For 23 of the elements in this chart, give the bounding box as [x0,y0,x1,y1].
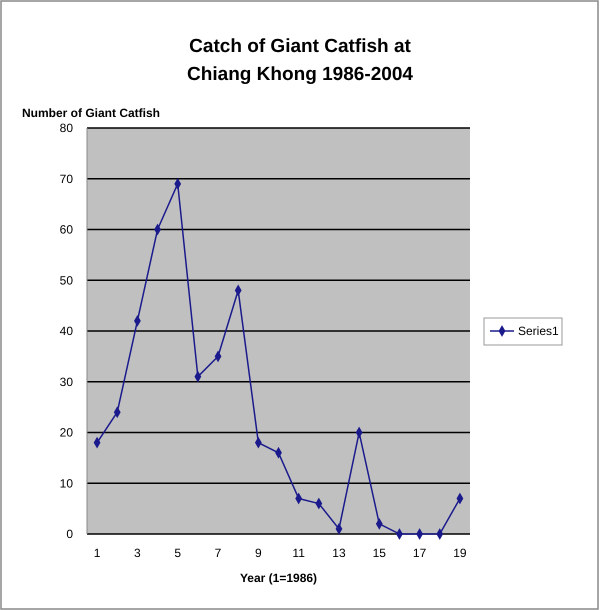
x-axis-title: Year (1=1986) [240,571,318,585]
y-tick-label: 40 [60,324,74,338]
x-tick-label: 3 [134,546,142,560]
x-tick-label: 11 [292,546,306,560]
legend-label: Series1 [518,324,560,338]
y-tick-label: 30 [60,374,74,389]
chart-title: Catch of Giant Catfish at Chiang Khong 1986-2004 [187,36,414,85]
x-tick-label: 15 [372,546,386,560]
y-tick-label: 0 [66,527,74,541]
y-tick-label: 60 [60,222,74,236]
y-tick-label: 50 [60,273,74,288]
x-tick-label: 19 [453,546,467,560]
x-tick-label: 13 [332,546,346,560]
y-tick-label: 10 [60,476,74,490]
x-tick-label: 7 [214,546,222,560]
x-tick-label: 17 [412,546,427,560]
y-tick-label: 20 [60,426,74,440]
y-tick-label: 70 [60,172,74,186]
y-tick-label: 80 [60,121,74,135]
x-tick-label: 5 [174,546,182,560]
x-tick-label: 1 [94,546,101,560]
y-axis-title: Number of Giant Catfish [22,106,160,120]
x-tick-label: 9 [255,546,262,560]
